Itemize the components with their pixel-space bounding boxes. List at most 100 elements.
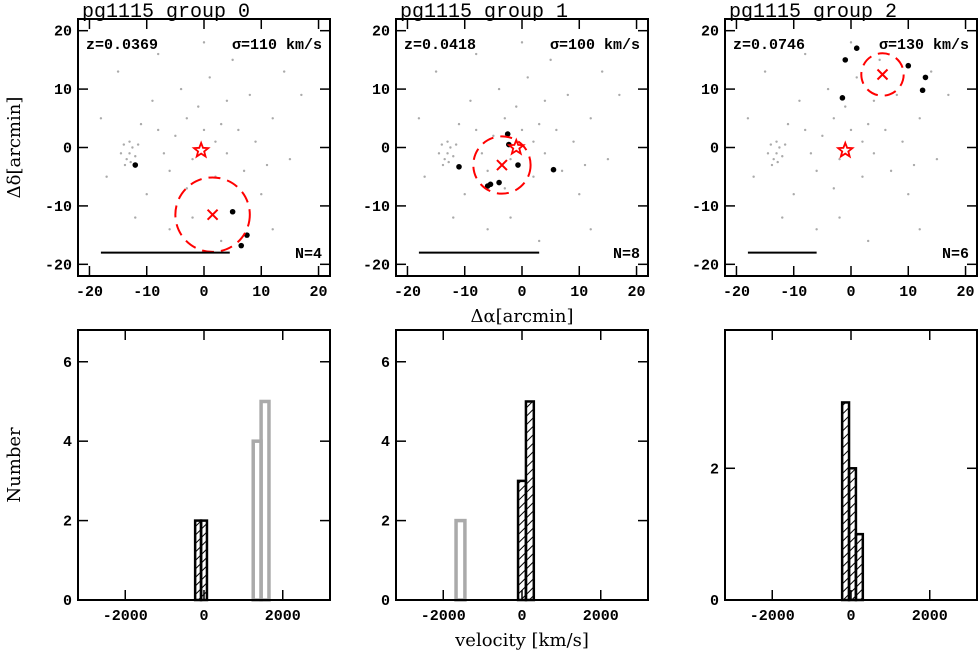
field-galaxy — [809, 152, 813, 155]
bright-galaxy — [506, 137, 526, 156]
x-tick-label: 0 — [517, 608, 526, 625]
field-galaxy — [123, 163, 127, 167]
field-galaxy — [119, 152, 123, 155]
field-galaxy — [437, 152, 441, 155]
group-center — [496, 159, 508, 171]
field-galaxy — [901, 140, 904, 143]
field-galaxy — [134, 155, 137, 158]
field-galaxy — [122, 143, 126, 146]
panel — [724, 18, 978, 277]
field-galaxy — [139, 122, 143, 126]
field-galaxy — [134, 216, 137, 219]
chart-title: pg1115 group 2 — [729, 1, 897, 24]
member-galaxy — [905, 62, 912, 69]
chart-title: pg1115 group 1 — [400, 1, 568, 24]
x-tick-label: 0 — [846, 284, 855, 301]
field-galaxy — [282, 70, 286, 73]
field-galaxy — [781, 155, 784, 158]
field-galaxy — [520, 128, 524, 132]
field-galaxy — [136, 143, 140, 146]
member-galaxy — [456, 163, 462, 170]
field-galaxy — [618, 93, 621, 97]
x-tick-label: 2000 — [912, 608, 948, 625]
member-galaxy — [839, 95, 846, 101]
field-galaxy — [185, 117, 189, 120]
field-galaxy — [191, 216, 194, 219]
field-galaxy — [515, 105, 518, 108]
field-galaxy — [248, 93, 252, 97]
field-galaxy — [555, 128, 558, 132]
y-tick-label: 2 — [381, 514, 390, 531]
field-galaxy — [781, 216, 784, 219]
field-galaxy — [434, 70, 438, 73]
y-tick-label: 0 — [63, 141, 72, 158]
x-tick-label: -10 — [451, 284, 478, 301]
field-galaxy — [480, 152, 484, 155]
field-galaxy — [918, 228, 921, 231]
field-galaxy — [446, 140, 449, 143]
member-galaxy — [842, 57, 849, 63]
field-galaxy — [202, 41, 206, 44]
field-galaxy — [446, 152, 449, 155]
field-galaxy — [486, 228, 489, 231]
y-tick-label: 2 — [710, 461, 719, 478]
histogram-bar — [199, 519, 209, 602]
field-galaxy — [532, 175, 535, 178]
x-tick-label: -10 — [780, 284, 807, 301]
field-galaxy — [895, 93, 899, 97]
field-galaxy — [191, 157, 194, 161]
field-galaxy — [763, 70, 767, 73]
field-galaxy — [778, 146, 781, 149]
redshift: z=0.0418 — [404, 37, 476, 54]
field-galaxy — [776, 160, 779, 164]
x-tick-label: 0 — [199, 284, 208, 301]
x-axis-label: velocity [km/s] — [454, 630, 589, 651]
x-tick-label: 20 — [628, 284, 646, 301]
y-tick-label: 6 — [63, 355, 72, 372]
field-galaxy — [225, 99, 229, 102]
member-galaxy — [515, 162, 521, 168]
field-galaxy — [600, 70, 604, 73]
field-galaxy — [578, 193, 581, 196]
y-tick-label: -10 — [692, 199, 719, 216]
field-galaxy — [537, 239, 541, 243]
x-tick-label: -20 — [394, 284, 421, 301]
histogram-bar — [524, 400, 536, 602]
y-tick-label: 20 — [701, 24, 719, 41]
field-galaxy — [497, 87, 501, 91]
field-galaxy — [454, 143, 458, 146]
field-galaxy — [457, 122, 461, 126]
y-tick-label: 2 — [63, 514, 72, 531]
x-axis-label: Δα[arcmin] — [470, 306, 573, 327]
y-tick-label: 0 — [63, 593, 72, 610]
field-galaxy — [168, 169, 171, 173]
y-tick-label: 4 — [381, 434, 390, 451]
field-galaxy — [441, 163, 445, 167]
x-tick-label: -10 — [133, 284, 160, 301]
field-galaxy — [884, 128, 887, 132]
y-tick-label: -20 — [363, 257, 390, 274]
x-tick-label: -20 — [723, 284, 750, 301]
field-galaxy — [503, 117, 507, 120]
field-galaxy — [866, 122, 870, 126]
field-galaxy — [832, 187, 836, 190]
field-galaxy — [549, 58, 552, 62]
field-galaxy — [242, 169, 246, 173]
field-galaxy — [128, 152, 131, 155]
field-galaxy — [838, 216, 841, 219]
x-tick-label: -2000 — [103, 608, 148, 625]
x-tick-label: 10 — [899, 284, 917, 301]
x-tick-label: 2000 — [265, 608, 301, 625]
panel — [77, 18, 331, 277]
field-galaxy — [929, 70, 933, 73]
y-tick-label: 10 — [701, 82, 719, 99]
y-tick-label: 0 — [381, 593, 390, 610]
field-galaxy — [440, 143, 444, 146]
redshift: z=0.0369 — [86, 37, 158, 54]
field-galaxy — [803, 52, 807, 56]
field-galaxy — [492, 134, 495, 138]
y-tick-label: -10 — [45, 199, 72, 216]
field-galaxy — [872, 152, 876, 155]
field-galaxy — [889, 169, 893, 173]
